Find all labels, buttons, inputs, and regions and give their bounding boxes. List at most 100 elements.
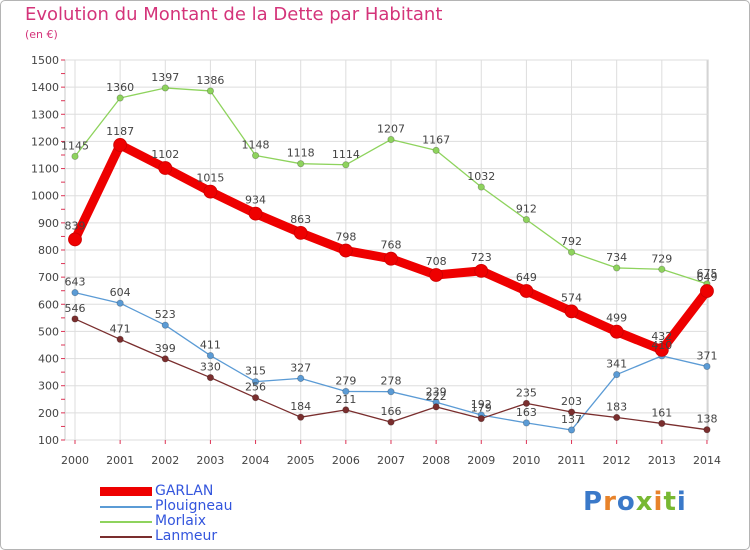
data-label-morlaix: 1360	[106, 81, 134, 94]
legend-label: GARLAN	[155, 483, 214, 499]
data-point-morlaix	[116, 94, 124, 102]
data-label-garlan: 432	[651, 330, 672, 343]
x-tick-label: 2002	[151, 454, 179, 467]
data-point-lanmeur	[342, 406, 350, 414]
data-label-garlan: 1187	[106, 125, 134, 138]
y-tick-label: 100	[38, 434, 59, 447]
data-point-lanmeur	[387, 418, 395, 426]
data-label-garlan: 649	[696, 271, 717, 284]
x-tick-label: 2009	[467, 454, 495, 467]
x-tick-label: 2014	[693, 454, 721, 467]
data-label-morlaix: 1114	[332, 148, 360, 161]
y-tick-label: 1100	[31, 163, 59, 176]
data-label-plouigneau: 279	[335, 374, 356, 387]
data-point-lanmeur	[613, 413, 621, 422]
data-label-garlan: 1102	[151, 148, 179, 161]
data-label-plouigneau: 137	[561, 413, 582, 426]
logo-letter: t	[663, 487, 677, 517]
data-point-lanmeur	[116, 335, 124, 343]
data-label-morlaix: 1207	[377, 123, 405, 136]
data-point-plouigneau	[567, 426, 576, 434]
legend-swatch	[100, 521, 152, 523]
data-label-lanmeur: 235	[516, 386, 537, 399]
data-label-lanmeur: 330	[200, 361, 221, 374]
data-point-plouigneau	[161, 321, 169, 329]
data-label-lanmeur: 222	[426, 390, 447, 403]
x-tick-label: 2007	[377, 454, 405, 467]
data-label-morlaix: 1032	[467, 170, 495, 183]
data-label-plouigneau: 341	[606, 358, 627, 371]
y-tick-label: 1000	[31, 190, 59, 203]
y-tick-label: 400	[38, 353, 59, 366]
data-point-garlan	[338, 243, 353, 258]
legend-swatch	[100, 506, 152, 508]
y-tick-label: 1200	[31, 135, 59, 148]
data-point-morlaix	[477, 183, 485, 191]
data-label-lanmeur: 183	[606, 400, 627, 413]
data-label-garlan: 863	[290, 213, 311, 226]
data-point-lanmeur	[206, 373, 215, 382]
logo-letter: i	[676, 487, 687, 517]
data-label-garlan: 934	[245, 194, 266, 207]
data-point-morlaix	[71, 152, 79, 160]
data-label-garlan: 574	[561, 291, 582, 304]
data-label-morlaix: 1386	[196, 74, 224, 87]
data-label-lanmeur: 184	[290, 400, 311, 413]
data-label-lanmeur: 211	[335, 393, 356, 406]
data-label-morlaix: 1145	[61, 139, 89, 152]
data-point-lanmeur	[477, 414, 485, 423]
data-label-plouigneau: 371	[696, 349, 717, 362]
y-tick-label: 1300	[31, 108, 59, 121]
data-point-garlan	[113, 138, 128, 152]
y-tick-label: 900	[38, 217, 59, 230]
data-label-plouigneau: 278	[380, 375, 401, 388]
data-point-morlaix	[251, 151, 260, 160]
data-point-plouigneau	[116, 299, 124, 307]
data-point-morlaix	[342, 161, 350, 169]
y-tick-label: 800	[38, 244, 59, 257]
data-point-morlaix	[613, 264, 621, 272]
x-tick-label: 2004	[242, 454, 270, 467]
x-tick-label: 2005	[287, 454, 315, 467]
data-label-garlan: 649	[516, 271, 537, 284]
logo-letter: o	[616, 487, 636, 517]
legend-swatch	[100, 487, 152, 496]
legend-swatch	[100, 536, 152, 538]
data-point-morlaix	[161, 84, 169, 92]
data-label-morlaix: 734	[606, 251, 627, 264]
data-label-lanmeur: 399	[155, 342, 176, 355]
data-label-garlan: 768	[380, 239, 401, 252]
data-label-morlaix: 675	[696, 267, 717, 280]
data-point-garlan	[700, 284, 714, 298]
x-tick-label: 2006	[332, 454, 360, 467]
data-label-garlan: 798	[335, 231, 356, 244]
data-label-lanmeur: 256	[245, 381, 266, 394]
data-label-plouigneau: 604	[110, 286, 131, 299]
logo-letter: r	[603, 487, 617, 517]
chart-title: Evolution du Montant de la Dette par Hab…	[25, 4, 443, 25]
data-point-garlan	[68, 232, 82, 247]
y-tick-label: 700	[38, 271, 59, 284]
x-tick-label: 2010	[512, 454, 540, 467]
data-point-morlaix	[658, 265, 666, 273]
x-tick-label: 2001	[106, 454, 134, 467]
data-label-lanmeur: 166	[380, 405, 401, 418]
data-point-plouigneau	[342, 387, 350, 396]
data-label-garlan: 499	[606, 312, 627, 325]
data-point-garlan	[203, 184, 218, 199]
y-tick-label: 1500	[31, 54, 59, 67]
x-tick-label: 2012	[603, 454, 631, 467]
data-point-lanmeur	[161, 355, 169, 363]
data-point-plouigneau	[206, 351, 215, 360]
data-label-lanmeur: 203	[561, 395, 582, 408]
data-label-plouigneau: 523	[155, 308, 176, 321]
data-label-lanmeur: 138	[696, 413, 717, 426]
data-label-morlaix: 1148	[242, 139, 270, 152]
y-tick-label: 200	[38, 407, 59, 420]
data-label-lanmeur: 471	[110, 322, 131, 335]
data-point-garlan	[248, 206, 263, 221]
data-point-morlaix	[522, 216, 531, 224]
data-point-garlan	[474, 263, 489, 278]
data-point-garlan	[609, 324, 624, 339]
data-label-morlaix: 1118	[287, 147, 315, 160]
